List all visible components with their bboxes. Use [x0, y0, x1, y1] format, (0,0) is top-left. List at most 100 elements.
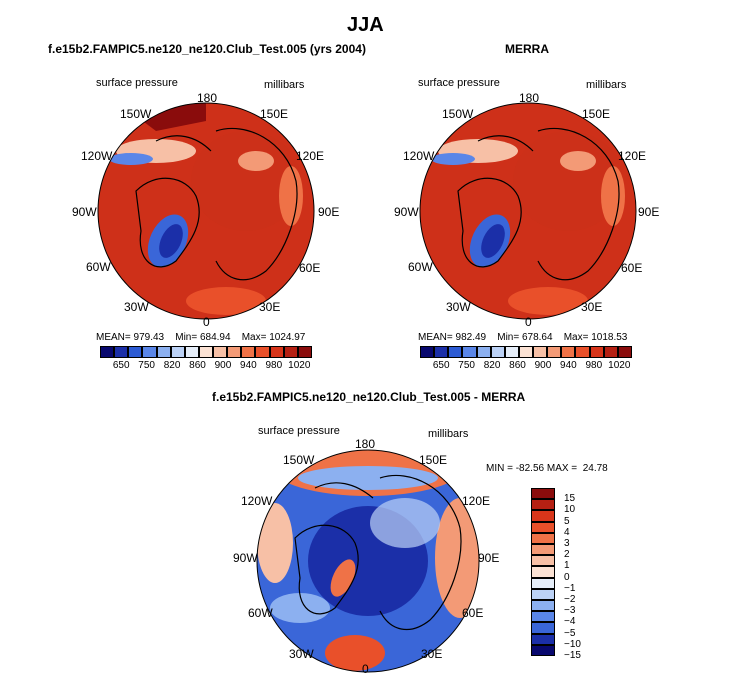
colorbar-swatch [434, 346, 449, 358]
colorbar-tick-label: 820 [483, 360, 501, 371]
colorbar-swatch [241, 346, 256, 358]
panel-1-lon-180: 180 [197, 91, 218, 105]
panel-3-minmax: MIN = -82.56 MAX = 24.78 [486, 463, 608, 474]
colorbar-swatch [531, 566, 555, 578]
colorbar-swatch [531, 521, 555, 533]
colorbar-tick-label: 820 [163, 360, 181, 371]
panel-1-lon-120w: 120W [81, 149, 113, 163]
colorbar-tick-label: 1020 [288, 360, 311, 371]
panel-3-lon-60e: 60E [462, 606, 484, 620]
colorbar-swatch [533, 346, 548, 358]
colorbar-swatch [531, 510, 555, 522]
panel-3-lon-150e: 150E [419, 453, 448, 467]
panel-2-colorbar-ticks: 650 750 820 860 900 940 980 1020 [420, 360, 632, 374]
panel-2-lon-180: 180 [519, 91, 540, 105]
colorbar-swatch [531, 588, 555, 600]
colorbar-swatch [184, 346, 199, 358]
panel-2-polar-map [419, 102, 637, 320]
panel-3-title: f.e15b2.FAMPIC5.ne120_ne120.Club_Test.00… [212, 390, 526, 404]
max-label: Max= [563, 332, 589, 343]
colorbar-swatch [531, 488, 555, 500]
panel-1-colorbar-ticks: 650 750 820 860 900 940 980 1020 [100, 360, 312, 374]
panel-3-polar-map [256, 449, 480, 673]
colorbar-swatch [531, 577, 555, 589]
mean-value: 982.49 [455, 332, 487, 343]
min-value: 684.94 [199, 332, 231, 343]
colorbar-swatch [518, 346, 534, 358]
panel-2-lon-120w: 120W [403, 149, 435, 163]
panel-2-units-label: millibars [586, 79, 627, 91]
colorbar-swatch [531, 532, 555, 544]
colorbar-tick-label: 750 [138, 360, 155, 371]
colorbar-swatch [531, 622, 555, 634]
mean-value: 979.43 [133, 332, 165, 343]
colorbar-tick-label: 980 [585, 360, 603, 371]
panel-3-lon-180: 180 [355, 437, 376, 451]
colorbar-swatch [603, 346, 618, 358]
panel-1-lon-90e: 90E [318, 205, 340, 219]
colorbar-swatch [589, 346, 604, 358]
panel-2-field-label: surface pressure [418, 77, 500, 89]
colorbar-swatch [531, 499, 555, 511]
colorbar-swatch [531, 633, 555, 645]
panel-1-lon-60w: 60W [86, 260, 111, 274]
colorbar-tick-label: 650 [432, 360, 450, 371]
panel-1-title: f.e15b2.FAMPIC5.ne120_ne120.Club_Test.00… [48, 42, 366, 56]
colorbar-swatch [128, 346, 143, 358]
panel-1-units-label: millibars [264, 79, 305, 91]
max-value: 1024.97 [269, 332, 306, 343]
panel-1-stats: MEAN= 979.43 Min= 684.94 Max= 1024.97 [96, 332, 305, 343]
colorbar-swatch [531, 544, 555, 556]
panel-3-lon-150w: 150W [283, 453, 315, 467]
colorbar-swatch [547, 346, 562, 358]
colorbar-tick-label: 0 [564, 571, 570, 583]
colorbar-tick-label: 5 [564, 515, 570, 527]
panel-2-lon-120e: 120E [618, 149, 647, 163]
colorbar-swatch [156, 346, 171, 358]
colorbar-tick-label: −5 [564, 627, 576, 639]
colorbar-tick-label: 2 [564, 549, 570, 561]
panel-1-lon-30w: 30W [124, 300, 149, 314]
panel-1-lon-90w: 90W [72, 205, 97, 219]
min-label: Min= [175, 332, 198, 343]
panel-3-lon-30w: 30W [289, 647, 314, 661]
panel-1-field-label: surface pressure [96, 77, 178, 89]
colorbar-swatch [531, 555, 555, 567]
panel-3-lon-60w: 60W [248, 606, 273, 620]
colorbar-tick-label: 10 [564, 504, 576, 516]
colorbar-tick-label: 1 [564, 560, 570, 572]
colorbar-swatch [297, 346, 312, 358]
colorbar-swatch [561, 346, 576, 358]
colorbar-tick-label: 900 [214, 360, 232, 371]
colorbar-swatch [269, 346, 284, 358]
colorbar-swatch [490, 346, 505, 358]
colorbar-tick-label: 940 [240, 360, 257, 371]
panel-1-lon-120e: 120E [296, 149, 325, 163]
colorbar-swatch [462, 346, 477, 358]
colorbar-swatch [617, 346, 632, 358]
panel-2-colorbar [420, 346, 632, 358]
colorbar-tick-label: 1020 [608, 360, 631, 371]
colorbar-swatch [255, 346, 270, 358]
panel-3-units-label: millibars [428, 428, 469, 440]
panel-2-lon-60w: 60W [408, 260, 433, 274]
colorbar-swatch [142, 346, 157, 358]
colorbar-swatch [170, 346, 185, 358]
colorbar-swatch [100, 346, 115, 358]
colorbar-tick-label: −4 [564, 616, 576, 628]
colorbar-tick-label: 980 [265, 360, 283, 371]
panel-1-lon-150w: 150W [120, 107, 152, 121]
max-value: 1018.53 [591, 332, 628, 343]
colorbar-swatch [114, 346, 129, 358]
colorbar-tick-label: −2 [564, 594, 576, 605]
colorbar-tick-label: 900 [534, 360, 552, 371]
panel-1-lon-60e: 60E [299, 261, 321, 275]
panel-3-colorbar [531, 488, 555, 656]
colorbar-swatch [575, 346, 590, 358]
panel-2-lon-30e: 30E [581, 300, 603, 314]
panel-2-lon-150e: 150E [582, 107, 611, 121]
mean-label: MEAN= [418, 332, 453, 343]
colorbar-tick-label: 3 [564, 538, 570, 549]
panel-1-colorbar [100, 346, 312, 358]
panel-1-lon-0: 0 [203, 315, 210, 329]
